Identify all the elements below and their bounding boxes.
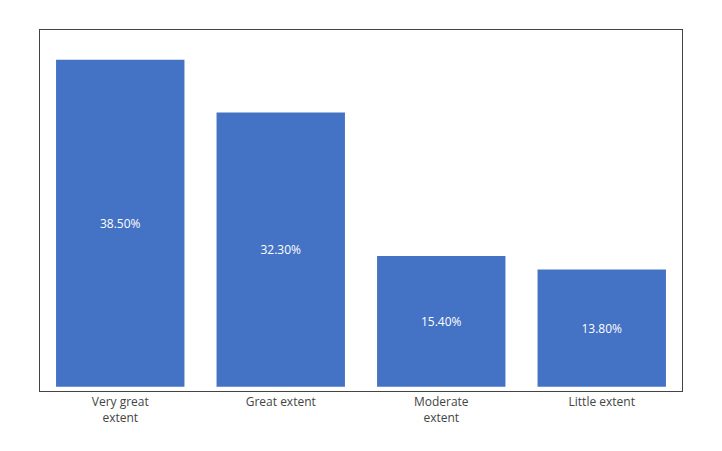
svg-text:32.30%: 32.30%: [260, 241, 301, 258]
svg-text:Very greatextent: Very greatextent: [92, 393, 149, 426]
svg-text:Little extent: Little extent: [569, 393, 635, 410]
svg-text:13.80%: 13.80%: [581, 320, 622, 337]
svg-text:38.50%: 38.50%: [100, 215, 141, 232]
svg-text:Moderateextent: Moderateextent: [414, 393, 469, 426]
svg-text:Great extent: Great extent: [246, 393, 316, 410]
svg-text:15.40%: 15.40%: [421, 313, 462, 330]
